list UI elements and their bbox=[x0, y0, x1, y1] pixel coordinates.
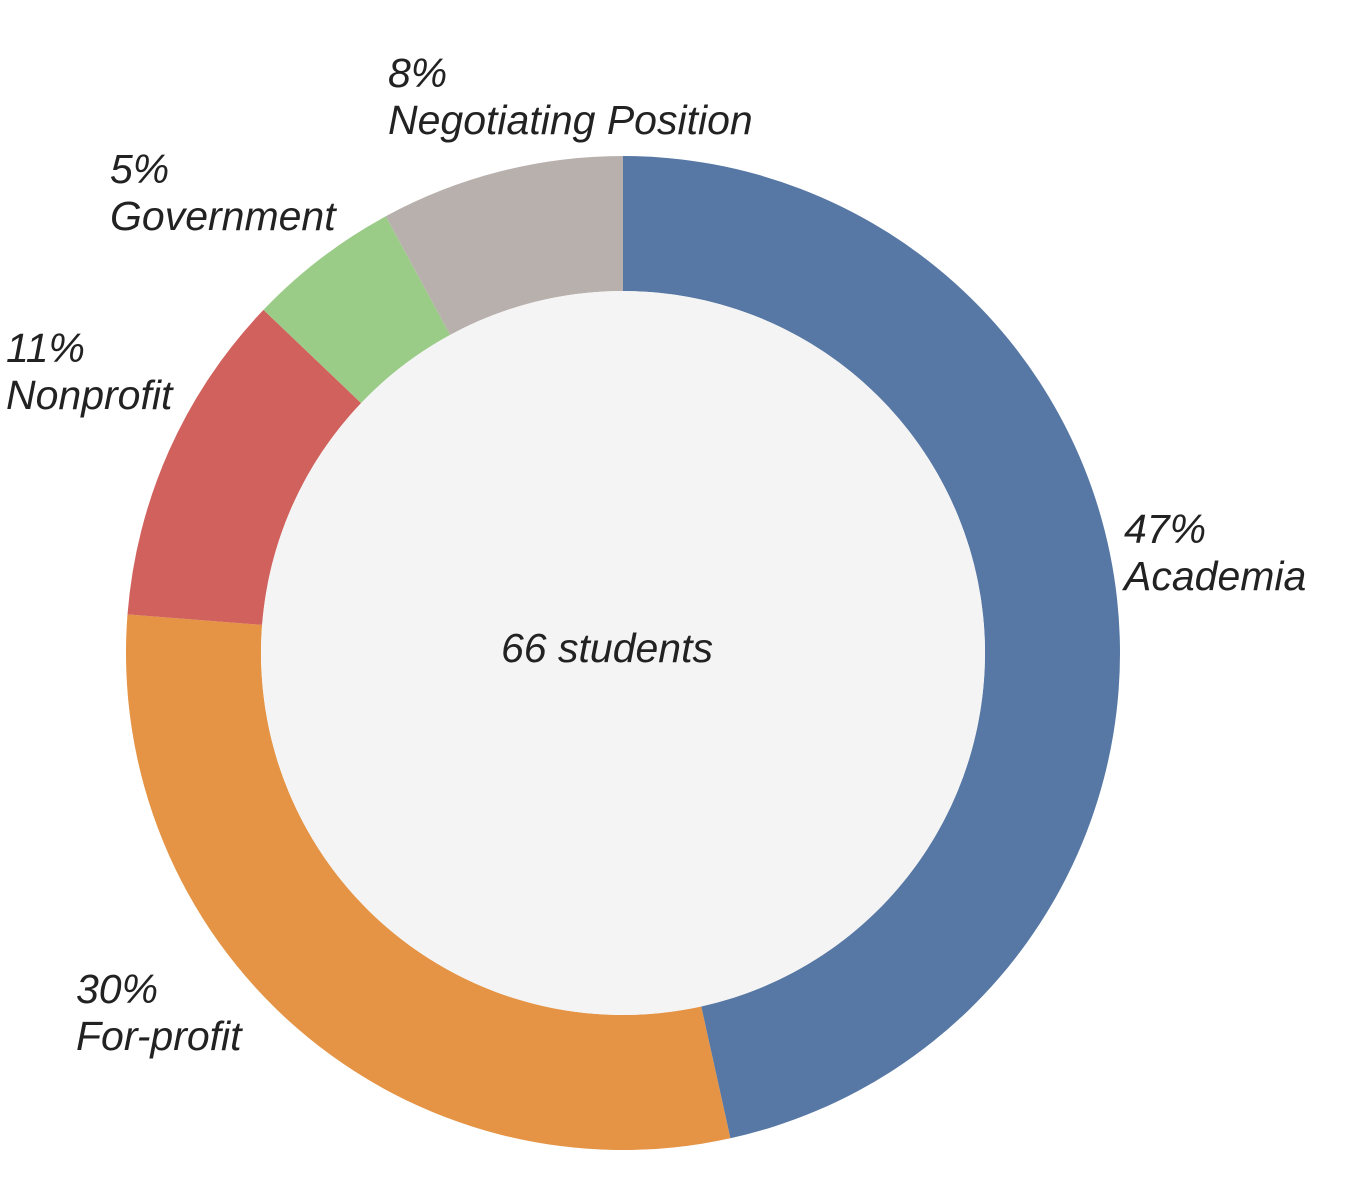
slice-name-label: Academia bbox=[1121, 553, 1306, 599]
slice-nonprofit bbox=[127, 309, 362, 625]
slice-labels: 47%Academia 30%For-profit 11%Nonprofit 5%Go… bbox=[6, 50, 1306, 1059]
slice-academia bbox=[623, 156, 1120, 1139]
slice-government bbox=[263, 216, 451, 404]
slice-value-label: 47% bbox=[1124, 506, 1206, 552]
slice-name-label: Government bbox=[110, 193, 337, 239]
slice-value-label: 30% bbox=[76, 966, 158, 1012]
slice-value-label: 5% bbox=[110, 146, 169, 192]
slice-value-label: 11% bbox=[6, 325, 85, 371]
slice-name-label: Nonprofit bbox=[6, 372, 174, 418]
slice-name-label: For-profit bbox=[76, 1013, 243, 1059]
slice-negotiating-position bbox=[385, 156, 623, 335]
donut-hole bbox=[261, 291, 985, 1015]
slice-for-profit bbox=[126, 614, 731, 1150]
slice-name-label: Negotiating Position bbox=[388, 97, 753, 143]
center-label: 66 students bbox=[501, 625, 713, 671]
donut-slices bbox=[126, 156, 1120, 1150]
slice-value-label: 8% bbox=[388, 50, 447, 96]
